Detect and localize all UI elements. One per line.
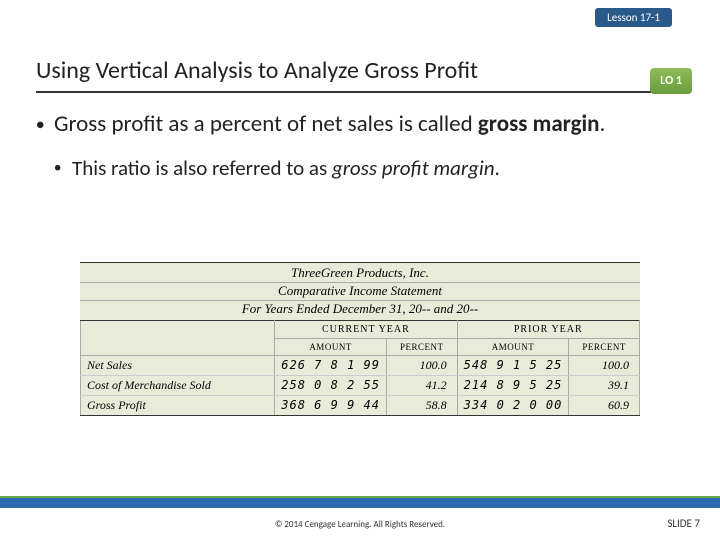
col-current-year: CURRENT YEAR [275,320,457,338]
col-blank [81,320,275,355]
table-row: Cost of Merchandise Sold 258 0 8 2 55 41… [81,375,640,395]
bullet-italic: gross profit margin [332,155,495,181]
cur-percent: 100.0 [386,355,457,375]
row-label: Cost of Merchandise Sold [81,375,275,395]
stmt-period: For Years Ended December 31, 20-- and 20… [80,301,640,318]
table-row: Gross Profit 368 6 9 9 44 58.8 334 0 2 0… [81,395,640,415]
pri-amount: 548 9 1 5 25 [457,355,569,375]
pri-percent: 39.1 [569,375,640,395]
cur-amount: 626 7 8 1 99 [275,355,387,375]
pri-amount: 214 8 9 5 25 [457,375,569,395]
bullet-bold: gross margin [478,110,600,138]
pri-amount: 334 0 2 0 00 [457,395,569,415]
pri-percent: 100.0 [569,355,640,375]
cur-amount: 258 0 8 2 55 [275,375,387,395]
income-statement: ThreeGreen Products, Inc. Comparative In… [80,262,640,416]
bullet-main: Gross profit as a percent of net sales i… [36,110,684,139]
cur-amount: 368 6 9 9 44 [275,395,387,415]
bullet-list: Gross profit as a percent of net sales i… [36,110,684,182]
stmt-company: ThreeGreen Products, Inc. [80,265,640,283]
footer-bar [0,496,720,508]
bullet-text: Gross profit as a percent of net sales i… [54,110,478,138]
lo-badge: LO 1 [650,68,692,94]
cur-percent: 41.2 [386,375,457,395]
bullet-text-end: . [600,110,606,138]
col-cur-percent: PERCENT [386,338,457,355]
pri-percent: 60.9 [569,395,640,415]
slide-number: SLIDE 7 [667,517,700,530]
table-row: Net Sales 626 7 8 1 99 100.0 548 9 1 5 2… [81,355,640,375]
copyright: © 2014 Cengage Learning. All Rights Rese… [0,519,720,530]
bullet-sub: This ratio is also referred to as gross … [36,155,684,182]
title-area: Using Vertical Analysis to Analyze Gross… [36,56,684,93]
bullet-sub-end: . [495,155,500,181]
col-cur-amount: AMOUNT [275,338,387,355]
statement-table: CURRENT YEAR PRIOR YEAR AMOUNT PERCENT A… [80,320,640,416]
col-pri-percent: PERCENT [569,338,640,355]
page-title: Using Vertical Analysis to Analyze Gross… [36,56,478,85]
bullet-sub-text: This ratio is also referred to as [72,155,332,181]
col-pri-amount: AMOUNT [457,338,569,355]
stmt-title: Comparative Income Statement [80,283,640,301]
row-label: Net Sales [81,355,275,375]
row-label: Gross Profit [81,395,275,415]
col-prior-year: PRIOR YEAR [457,320,639,338]
cur-percent: 58.8 [386,395,457,415]
statement-header: ThreeGreen Products, Inc. Comparative In… [80,262,640,320]
lesson-badge: Lesson 17-1 [595,8,672,27]
